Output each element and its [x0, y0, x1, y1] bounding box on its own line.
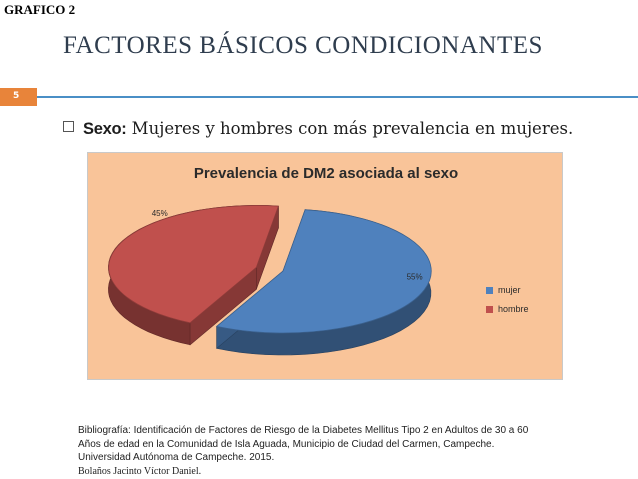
- legend-swatch-hombre: [486, 306, 493, 313]
- legend-label-hombre: hombre: [498, 304, 529, 314]
- legend-label-mujer: mujer: [498, 285, 521, 295]
- bibliography-line-1: Bibliografía: Identificación de Factores…: [78, 425, 529, 436]
- pie-value-label-hombre: 45%: [152, 209, 168, 218]
- pie-chart: Prevalencia de DM2 asociada al sexo 55% 4…: [108, 165, 529, 356]
- bibliography-line-2: Años de edad en la Comunidad de Isla Agu…: [78, 438, 495, 450]
- bibliography-line-3: Universidad Autónoma de Campeche. 2015.: [78, 452, 275, 463]
- bibliography: Bibliografía: Identificación de Factores…: [78, 424, 618, 478]
- bibliography-line-4: Bolaños Jacinto Víctor Daniel.: [78, 465, 202, 477]
- pie-slice-hombre: [108, 205, 279, 324]
- chart-title: Prevalencia de DM2 asociada al sexo: [194, 165, 458, 182]
- checkbox-icon: [63, 121, 74, 132]
- legend-swatch-mujer: [486, 287, 493, 294]
- bullet-text: Mujeres y hombres con más prevalencia en…: [126, 119, 574, 138]
- grafico-label: GRAFICO 2: [4, 2, 76, 17]
- bullet-term: Sexo:: [83, 120, 127, 138]
- title-rule: [37, 96, 638, 98]
- bullet-item: Sexo: Mujeres y hombres con más prevalen…: [63, 119, 573, 139]
- chart-panel: Prevalencia de DM2 asociada al sexo 55% 4…: [87, 152, 563, 380]
- page-number-badge: 5: [0, 88, 37, 106]
- slide-title: FACTORES BÁSICOS CONDICIONANTES: [63, 32, 543, 59]
- pie-slice-mujer: [215, 209, 432, 334]
- pie-value-label-mujer: 55%: [407, 273, 423, 282]
